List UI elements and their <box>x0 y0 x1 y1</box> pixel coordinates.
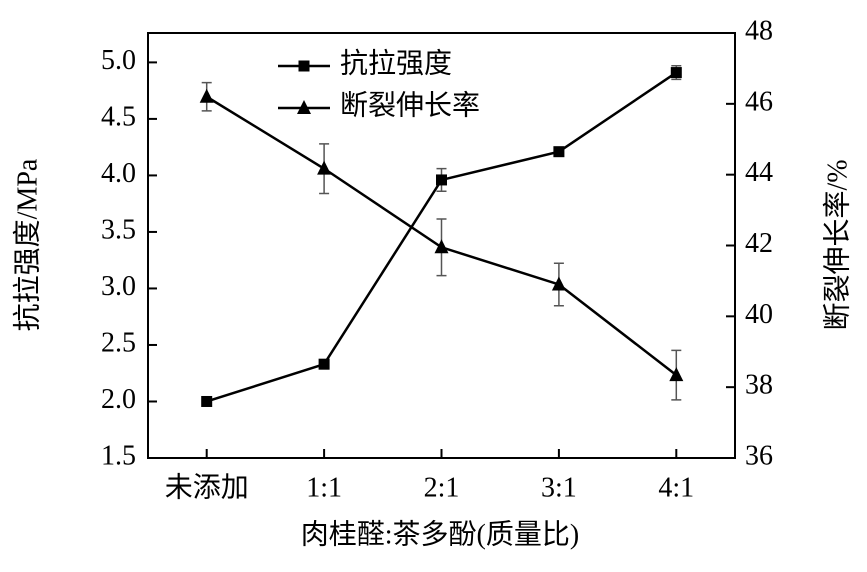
x-tick-label: 3:1 <box>541 472 577 503</box>
y-tick-label: 5.0 <box>101 45 136 76</box>
legend-marker <box>298 60 310 72</box>
y2-tick-label: 44 <box>745 157 773 188</box>
y-tick-label: 3.5 <box>101 214 136 245</box>
x-tick-label: 1:1 <box>306 472 342 503</box>
legend-label: 抗拉强度 <box>340 47 452 79</box>
point <box>551 276 566 291</box>
y-tick-label: 2.0 <box>101 384 136 415</box>
y2-tick-label: 38 <box>745 370 773 401</box>
x-tick-label: 未添加 <box>165 471 249 503</box>
y2-tick-label: 40 <box>745 299 773 330</box>
point <box>670 67 682 79</box>
x-axis-title: 肉桂醛:茶多酚(质量比) <box>301 518 579 550</box>
legend-label: 断裂伸长率 <box>340 89 480 121</box>
x-tick-label: 4:1 <box>658 472 694 503</box>
point <box>199 88 214 103</box>
y-tick-label: 4.0 <box>101 158 136 189</box>
point <box>201 395 213 407</box>
y2-axis-title: 断裂伸长率/% <box>821 159 853 330</box>
y2-tick-label: 42 <box>745 228 773 259</box>
y2-tick-label: 36 <box>745 440 773 471</box>
point <box>669 367 684 382</box>
y-tick-label: 4.5 <box>101 101 136 132</box>
point <box>553 146 565 158</box>
point <box>318 358 330 370</box>
point <box>317 160 332 175</box>
y-tick-label: 1.5 <box>101 440 136 471</box>
legend-marker <box>297 100 311 114</box>
x-tick-label: 2:1 <box>424 472 460 503</box>
y2-tick-label: 46 <box>745 86 773 117</box>
y2-tick-label: 48 <box>745 15 773 46</box>
y-axis-title: 抗拉强度/MPa <box>11 158 43 331</box>
y-tick-label: 3.0 <box>101 271 136 302</box>
point <box>436 174 447 186</box>
y-tick-label: 2.5 <box>101 327 136 358</box>
point <box>434 239 449 254</box>
